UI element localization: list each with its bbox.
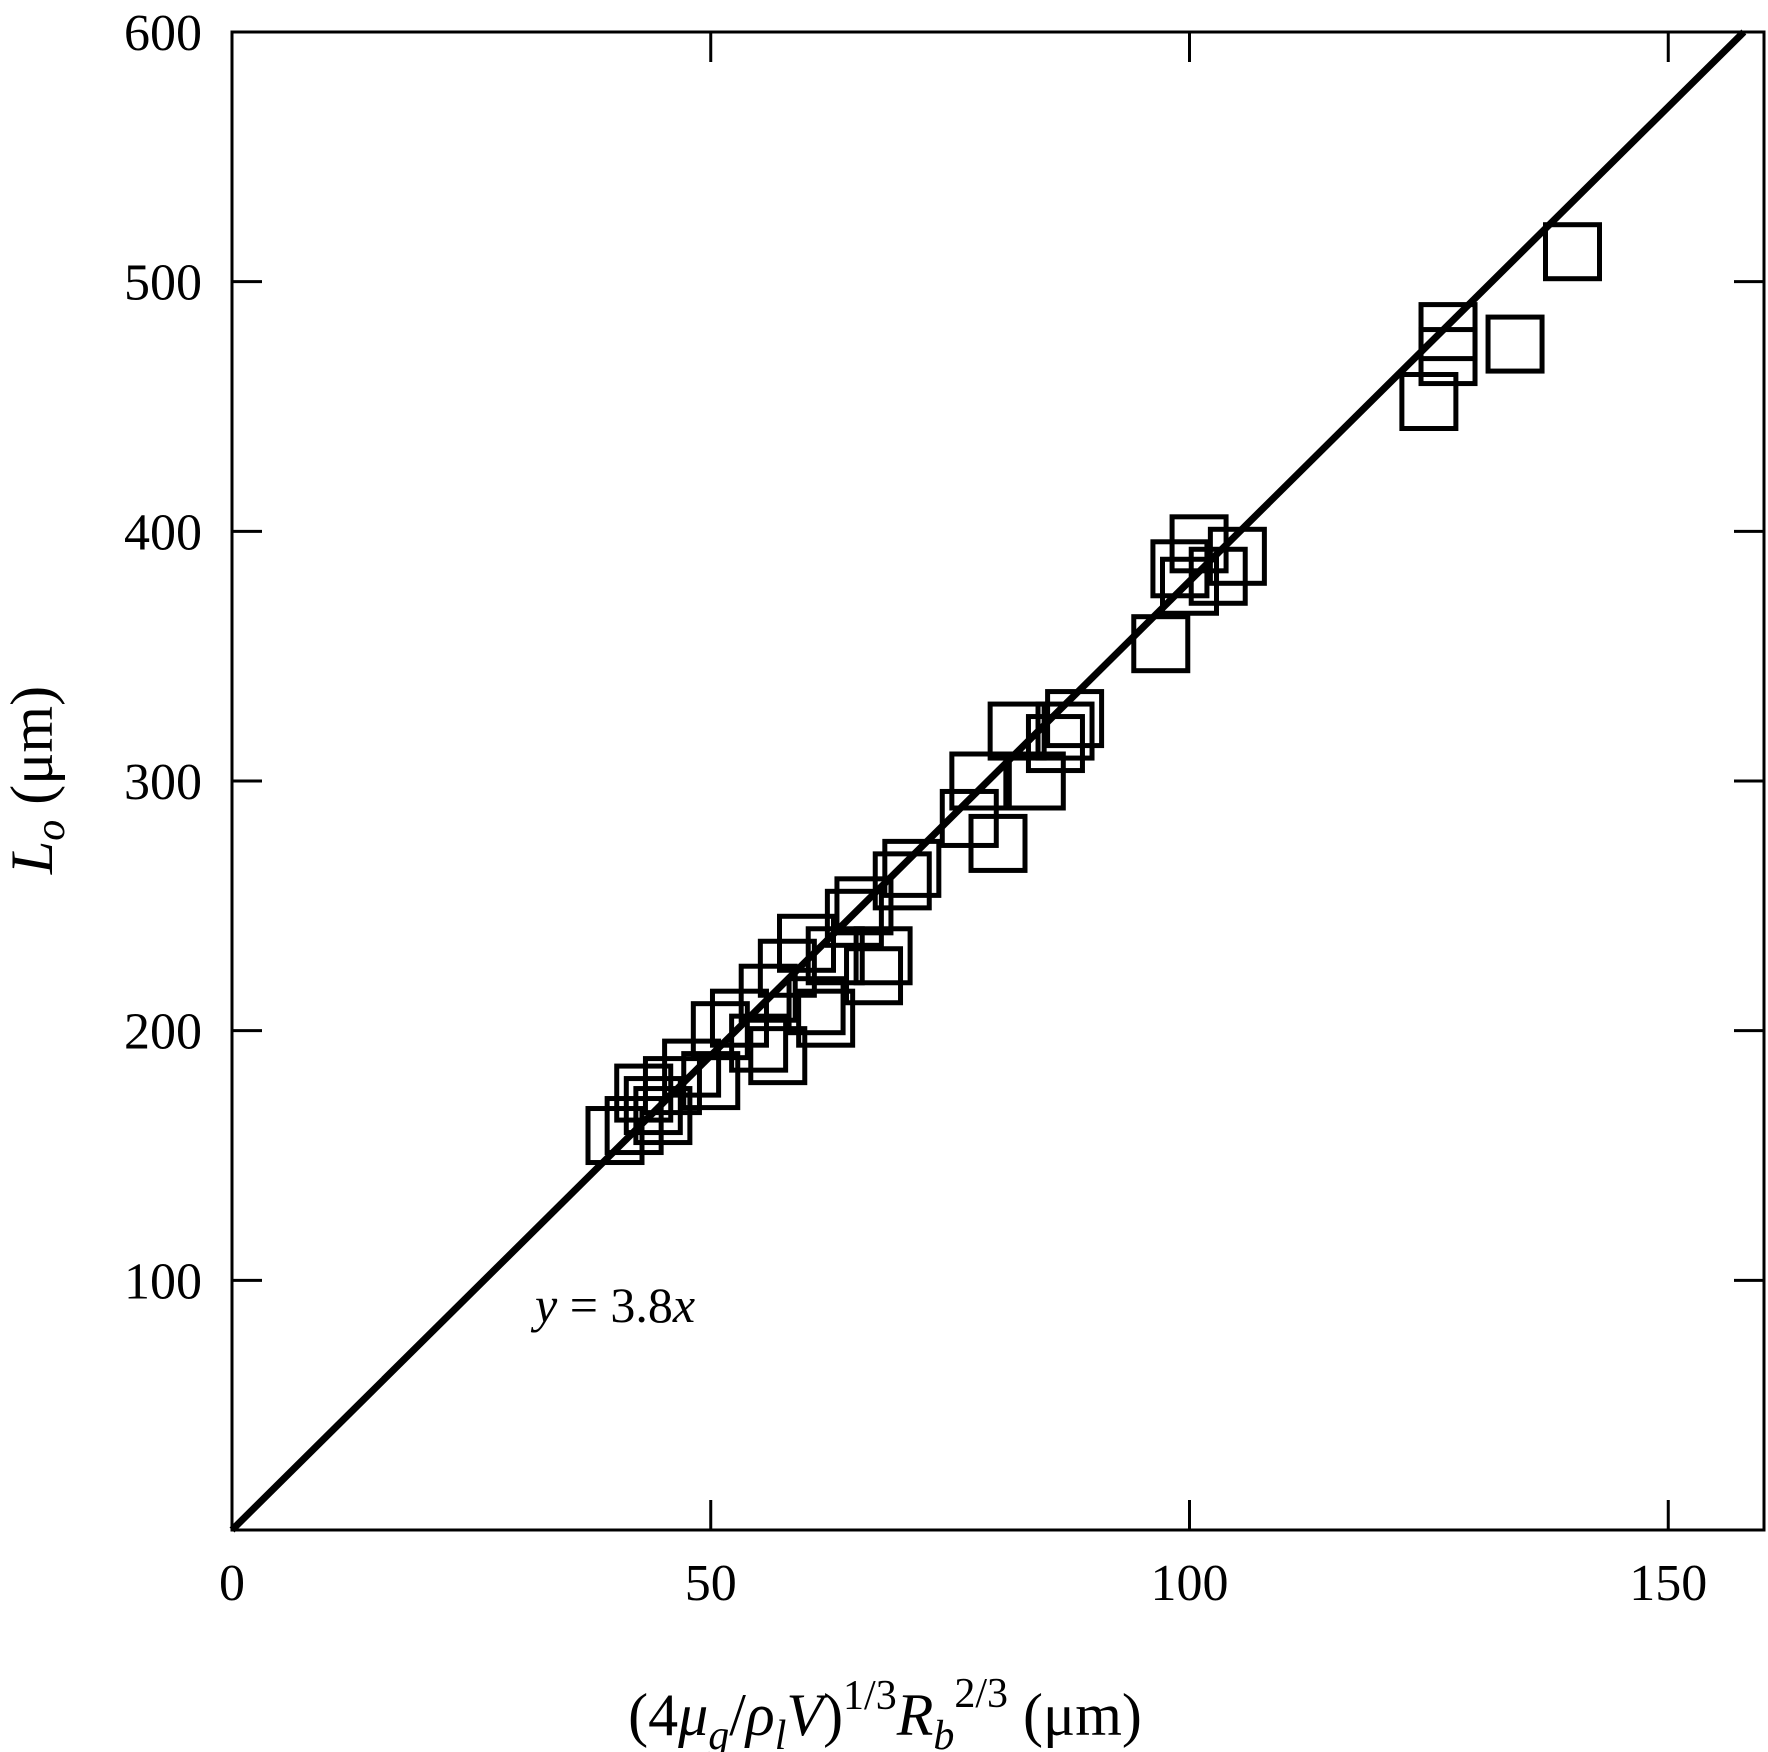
data-point	[882, 838, 942, 898]
x-axis-title: (4μg/ρlV)1/3Rb2/3 (μm)	[628, 1671, 1142, 1752]
data-point	[1543, 222, 1602, 282]
y-tick-label: 600	[124, 5, 202, 62]
data-point	[1188, 546, 1248, 606]
svg-text:Lo (μm): Lo (μm)	[0, 686, 74, 875]
x-tick-label: 0	[219, 1555, 245, 1612]
plot-frame	[230, 30, 1766, 1532]
x-tick-label: 50	[685, 1555, 737, 1612]
y-tick-label: 400	[124, 504, 202, 561]
data-point	[1035, 701, 1095, 761]
x-tick-label: 100	[1151, 1555, 1229, 1612]
data-point	[642, 1056, 702, 1116]
data-point	[1485, 314, 1545, 374]
data-point	[1131, 614, 1191, 674]
data-point	[786, 976, 846, 1036]
data-point	[949, 751, 1009, 811]
data-point	[1207, 526, 1267, 586]
data-point	[853, 926, 913, 986]
y-tick-label: 500	[124, 255, 202, 312]
svg-text:(4μg/ρlV)1/3Rb2/3 (μm): (4μg/ρlV)1/3Rb2/3 (μm)	[628, 1671, 1142, 1752]
axis-ticks	[232, 32, 1764, 1530]
data-point	[796, 988, 856, 1048]
data-point	[729, 1013, 789, 1073]
y-tick-label: 200	[124, 1004, 202, 1061]
data-points	[585, 222, 1602, 1166]
data-point	[1169, 514, 1229, 574]
data-point	[1045, 689, 1105, 749]
fit-annotation: y = 3.8x	[530, 1277, 695, 1333]
data-point	[1006, 751, 1066, 811]
x-tick-label: 150	[1629, 1555, 1707, 1612]
y-tick-label: 100	[124, 1253, 202, 1310]
tick-labels: 0 50 100 150 100 200 300 400 500 600	[124, 5, 1707, 1612]
data-point	[1418, 327, 1478, 387]
data-point	[690, 1001, 750, 1061]
data-point	[623, 1076, 683, 1136]
y-tick-label: 300	[124, 754, 202, 811]
data-point	[844, 946, 904, 1006]
y-axis-title: Lo (μm)	[0, 686, 74, 875]
data-point	[987, 701, 1047, 761]
data-point	[968, 813, 1028, 873]
data-point	[748, 1026, 808, 1086]
data-point	[872, 851, 932, 911]
data-point	[681, 1051, 741, 1111]
data-point	[1399, 372, 1459, 432]
fit-line	[229, 29, 1747, 1533]
